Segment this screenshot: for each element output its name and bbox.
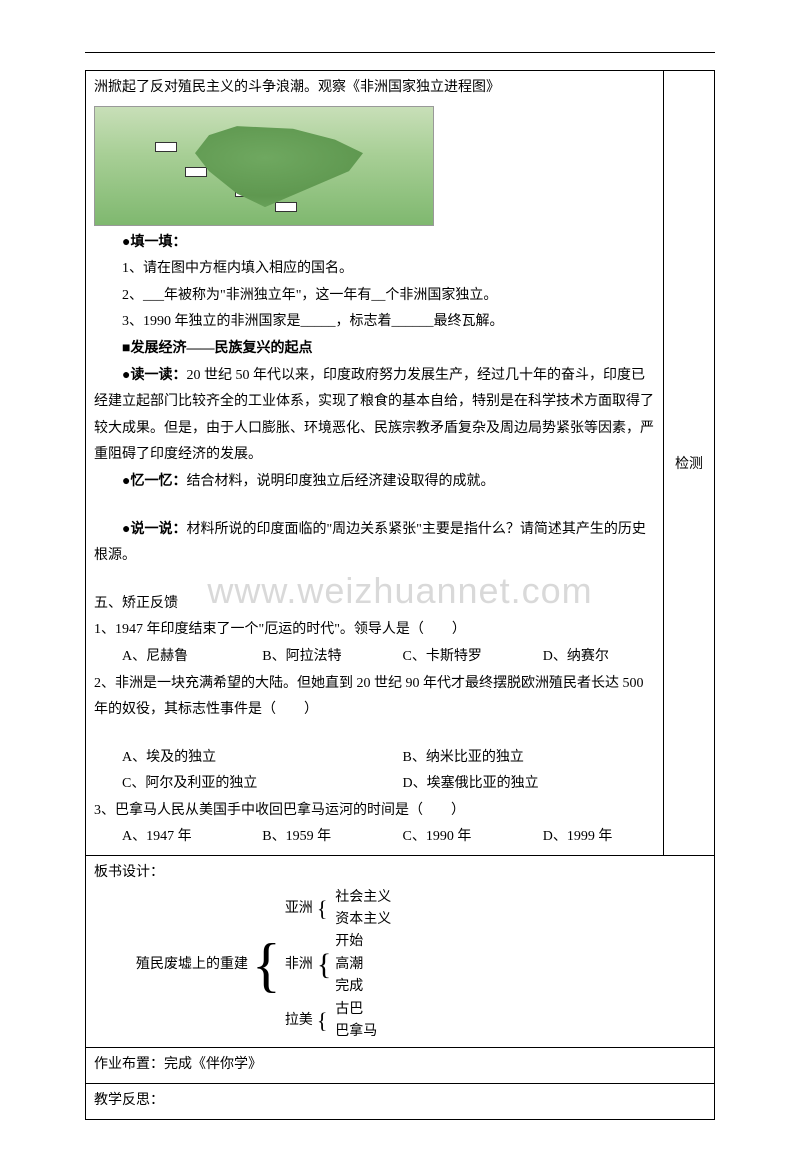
- recall-para: ●忆一忆：结合材料，说明印度独立后经济建设取得的成就。: [94, 469, 655, 496]
- q1-opt-b: B、阿拉法特: [234, 644, 374, 671]
- tree-latin: 拉美: [285, 999, 313, 1044]
- tree-africa: 非洲: [285, 931, 313, 998]
- tree-asia-a: 社会主义: [335, 887, 391, 909]
- recall-body: 结合材料，说明印度独立后经济建设取得的成就。: [186, 474, 494, 489]
- tree-africa-a: 开始: [335, 931, 391, 953]
- tree-root: 殖民废墟上的重建: [136, 887, 248, 1044]
- homework-text: 作业布置：完成《伴你学》: [94, 1057, 262, 1072]
- brace-icon: {: [313, 931, 335, 998]
- say-para: ●说一说：材料所说的印度面临的"周边关系紧张"主要是指什么？请简述其产生的历史根…: [94, 517, 655, 570]
- q3-opt-c: C、1990 年: [375, 824, 515, 851]
- map-blank-box: [185, 167, 207, 177]
- q1-opt-c: C、卡斯特罗: [375, 644, 515, 671]
- q2-options-row2: C、阿尔及利亚的独立 D、埃塞俄比亚的独立: [94, 771, 655, 798]
- map-blank-box: [275, 202, 297, 212]
- reflection-row: 教学反思：: [86, 1083, 714, 1119]
- board-label: 板书设计：: [94, 860, 706, 887]
- content-cell: 洲掀起了反对殖民主义的斗争浪潮。观察《非洲国家独立进程图》 ●填一填： 1、请在…: [86, 71, 664, 855]
- tree-diagram: 殖民废墟上的重建 { 亚洲 { 社会主义 资本主义 非洲 { 开始 高潮 完成: [94, 887, 706, 1044]
- tree-latin-b: 巴拿马: [335, 1021, 391, 1043]
- spacer: [94, 570, 655, 591]
- map-blank-box: [155, 142, 177, 152]
- brace-icon: {: [313, 887, 335, 932]
- sec5-title: 五、矫正反馈: [94, 591, 655, 618]
- tree-latin-a: 古巴: [335, 999, 391, 1021]
- side-label: 检测: [675, 453, 703, 473]
- tree-africa-b: 高潮: [335, 954, 391, 976]
- q2-options-row1: A、埃及的独立 B、纳米比亚的独立: [94, 745, 655, 772]
- q1-options: A、尼赫鲁 B、阿拉法特 C、卡斯特罗 D、纳赛尔: [94, 644, 655, 671]
- main-content-row: 洲掀起了反对殖民主义的斗争浪潮。观察《非洲国家独立进程图》 ●填一填： 1、请在…: [86, 71, 714, 855]
- q1-opt-d: D、纳赛尔: [515, 644, 655, 671]
- say-label: ●说一说：: [122, 522, 186, 537]
- q3-options: A、1947 年 B、1959 年 C、1990 年 D、1999 年: [94, 824, 655, 851]
- recall-label: ●忆一忆：: [122, 474, 186, 489]
- board-design-row: 板书设计： 殖民废墟上的重建 { 亚洲 { 社会主义 资本主义 非洲 { 开始: [86, 855, 714, 1047]
- tree-asia-b: 资本主义: [335, 909, 391, 931]
- fill-q1: 1、请在图中方框内填入相应的国名。: [94, 256, 655, 283]
- tree-asia: 亚洲: [285, 887, 313, 932]
- q2-opt-d: D、埃塞俄比亚的独立: [375, 771, 656, 798]
- document-table: 洲掀起了反对殖民主义的斗争浪潮。观察《非洲国家独立进程图》 ●填一填： 1、请在…: [85, 70, 715, 1120]
- q2-stem: 2、非洲是一块充满希望的大陆。但她直到 20 世纪 90 年代才最终摆脱欧洲殖民…: [94, 671, 655, 724]
- intro-text: 洲掀起了反对殖民主义的斗争浪潮。观察《非洲国家独立进程图》: [94, 75, 655, 102]
- map-blank-box: [300, 152, 322, 162]
- read-para: ●读一读：20 世纪 50 年代以来，印度政府努力发展生产，经过几十年的奋斗，印…: [94, 363, 655, 469]
- fill-heading: ●填一填：: [94, 230, 655, 257]
- fill-q2: 2、___年被称为"非洲独立年"，这一年有__个非洲国家独立。: [94, 283, 655, 310]
- tree-africa-c: 完成: [335, 976, 391, 998]
- map-blank-box: [235, 187, 257, 197]
- tree-root-text: 殖民废墟上的重建: [136, 957, 248, 972]
- spacer: [94, 496, 655, 517]
- q1-opt-a: A、尼赫鲁: [94, 644, 234, 671]
- spacer: [94, 724, 655, 745]
- dev-heading: ■发展经济——民族复兴的起点: [94, 336, 655, 363]
- q1-stem: 1、1947 年印度结束了一个"厄运的时代"。领导人是（ ）: [94, 617, 655, 644]
- homework-row: 作业布置：完成《伴你学》: [86, 1047, 714, 1083]
- q2-opt-b: B、纳米比亚的独立: [375, 745, 656, 772]
- side-cell: 检测: [664, 71, 714, 855]
- fill-q3: 3、1990 年独立的非洲国家是_____，标志着______最终瓦解。: [94, 309, 655, 336]
- q2-opt-a: A、埃及的独立: [94, 745, 375, 772]
- q3-opt-b: B、1959 年: [234, 824, 374, 851]
- q3-stem: 3、巴拿马人民从美国手中收回巴拿马运河的时间是（ ）: [94, 798, 655, 825]
- brace-icon: {: [313, 999, 335, 1044]
- read-label: ●读一读：: [122, 368, 186, 383]
- reflection-label: 教学反思：: [94, 1093, 164, 1108]
- q3-opt-a: A、1947 年: [94, 824, 234, 851]
- top-divider: [85, 52, 715, 53]
- q3-opt-d: D、1999 年: [515, 824, 655, 851]
- brace-icon: {: [248, 887, 285, 1044]
- q2-opt-c: C、阿尔及利亚的独立: [94, 771, 375, 798]
- africa-map-image: [94, 106, 434, 226]
- page-container: 洲掀起了反对殖民主义的斗争浪潮。观察《非洲国家独立进程图》 ●填一填： 1、请在…: [0, 0, 800, 1160]
